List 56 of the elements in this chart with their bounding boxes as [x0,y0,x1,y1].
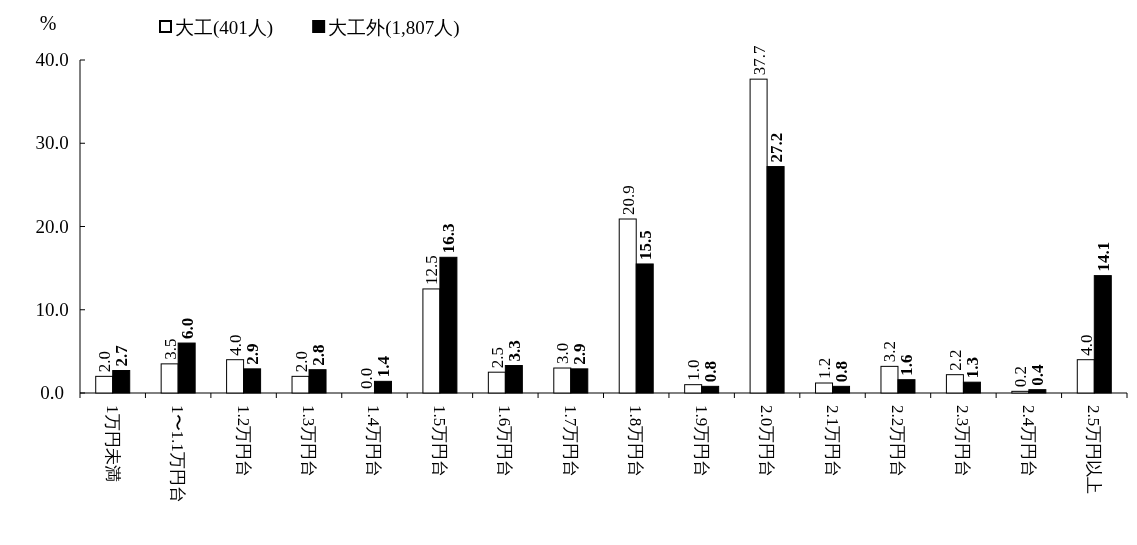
data-label: 2.9 [243,343,263,365]
data-label: 2.2 [945,349,965,371]
data-label: 0.0 [356,367,376,389]
data-label: 0.2 [1011,366,1031,388]
x-tick-label: 2.1万円台 [822,405,842,478]
legend-label: 大工(401人) [175,17,274,39]
data-label: 2.9 [570,343,590,365]
data-label: 2.0 [291,351,311,373]
data-label: 16.3 [439,223,459,254]
data-label: 27.2 [766,132,786,163]
data-label: 3.5 [160,338,180,360]
data-label: 4.0 [1076,334,1096,356]
data-label: 37.7 [749,44,769,76]
data-label: 20.9 [618,185,638,216]
x-tick-label: 1.9万円台 [691,405,711,478]
data-label: 1.0 [684,359,704,381]
x-tick-label: 2.5万円以上 [1084,405,1104,495]
x-tick-label: 1.3万円台 [299,405,319,478]
x-tick-label: 1.5万円台 [429,405,449,478]
data-label: 3.2 [880,341,900,363]
data-label: 15.5 [635,230,655,260]
y-tick-label: 10.0 [35,298,69,320]
y-tick-label: 20.0 [35,215,69,237]
x-tick-label: 2.4万円台 [1018,405,1038,478]
x-tick-label: 1.4万円台 [364,405,384,478]
data-label: 2.8 [308,344,328,366]
data-label: 2.0 [95,351,115,373]
data-label: 1.2 [815,357,835,380]
x-tick-label: 1.7万円台 [560,405,580,478]
x-tick-label: 1万円未満 [102,405,122,482]
x-tick-label: 2.2万円台 [887,405,907,478]
data-label: 0.8 [832,361,852,383]
data-label: 1.4 [373,355,393,378]
x-tick-label: 1.2万円台 [233,405,253,478]
data-label: 4.0 [226,334,246,356]
y-tick-label: 30.0 [35,132,69,154]
data-label: 2.5 [487,346,507,369]
x-tick-label: 1.8万円台 [626,405,646,478]
data-label: 2.7 [112,344,132,367]
data-label: 0.4 [1028,363,1048,386]
x-tick-label: 2.3万円台 [953,405,973,478]
data-label: 3.3 [504,340,524,362]
y-tick-label: 0.0 [40,382,64,403]
x-tick-label: 1.6万円台 [495,405,515,478]
data-label: 12.5 [422,255,442,285]
data-label: 6.0 [177,317,197,340]
data-label: 1.6 [897,354,917,376]
x-tick-label: 2.0万円台 [757,405,777,478]
data-label: 1.3 [962,356,982,379]
legend-label: 大工外(1,807人) [328,17,460,39]
y-tick-label: 40.0 [35,49,69,70]
data-label: 14.1 [1093,241,1113,272]
x-tick-label: 1〜1.1万円台 [168,405,188,503]
y-axis-title: % [39,12,57,34]
data-label: 0.8 [701,361,721,383]
data-label: 3.0 [553,342,573,365]
